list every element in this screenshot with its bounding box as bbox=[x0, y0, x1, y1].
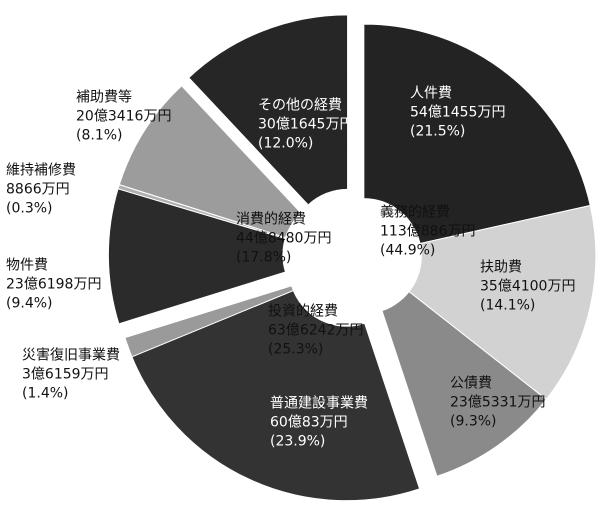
slice-label: (23.9%) bbox=[270, 434, 325, 450]
slice bbox=[131, 268, 421, 502]
slice-label: 30億1645万円 bbox=[258, 117, 353, 133]
slice-label: 維持補修費 bbox=[6, 163, 76, 179]
slice-label: 普通建設事業費 bbox=[270, 396, 368, 412]
slice-label: 消費的経費 bbox=[236, 212, 306, 228]
slice-label: 義務的経費 bbox=[380, 204, 450, 221]
slice bbox=[363, 23, 591, 257]
group-hole bbox=[291, 268, 365, 327]
group-hole bbox=[307, 188, 348, 247]
slice-label: 投資的経費 bbox=[268, 304, 338, 320]
slice-label: (17.8%) bbox=[236, 250, 291, 266]
slice-label: (12.0%) bbox=[258, 136, 313, 152]
slice-label: 20億3416万円 bbox=[76, 109, 171, 125]
slice-label: 8866万円 bbox=[6, 182, 70, 198]
group-hole bbox=[363, 198, 422, 312]
slice-label: 63億6242万円 bbox=[268, 323, 363, 339]
slice-label: (1.4%) bbox=[22, 386, 69, 402]
slice bbox=[362, 204, 597, 401]
slice bbox=[362, 254, 547, 477]
slice-label: 54億1455万円 bbox=[410, 105, 505, 121]
slice-label: (21.5%) bbox=[410, 124, 465, 140]
slice-label: 扶助費 bbox=[480, 260, 522, 276]
slice-label: (0.3%) bbox=[6, 201, 53, 217]
slice-label: 23億6198万円 bbox=[6, 277, 101, 293]
slices bbox=[107, 14, 597, 502]
slice bbox=[118, 85, 343, 257]
slice-label: 人件費 bbox=[410, 86, 452, 102]
slice-label: (8.1%) bbox=[76, 128, 123, 144]
slice bbox=[188, 14, 349, 249]
slice bbox=[107, 188, 343, 325]
slice-label: 物件費 bbox=[6, 258, 48, 274]
slice-label: 補助費等 bbox=[76, 89, 132, 106]
slice-label: 60億83万円 bbox=[270, 415, 348, 431]
labels: 人件費 54億1455万円 (21.5%) 扶助費 35億4100万円 (14.1%) 公債… bbox=[6, 86, 575, 450]
slice-label: (25.3%) bbox=[268, 342, 323, 358]
slice-label: (44.9%) bbox=[380, 243, 435, 259]
slice-label: 公債費 bbox=[450, 376, 492, 392]
slice bbox=[124, 268, 347, 358]
slice-label: 災害復旧事業費 bbox=[22, 347, 120, 364]
slice-label: 35億4100万円 bbox=[480, 279, 575, 295]
group-hole bbox=[282, 212, 341, 273]
slice-label: 113億886万円 bbox=[380, 224, 475, 240]
slice-label: 44億8480万円 bbox=[236, 231, 331, 247]
slice-label: その他の経費 bbox=[258, 98, 342, 114]
slice-label: 23億5331万円 bbox=[450, 395, 545, 411]
slice-label: (9.4%) bbox=[6, 296, 53, 312]
slice-label: 3億6159万円 bbox=[22, 367, 109, 383]
slice-label: (9.3%) bbox=[450, 414, 497, 430]
slice-label: (14.1%) bbox=[480, 298, 535, 314]
